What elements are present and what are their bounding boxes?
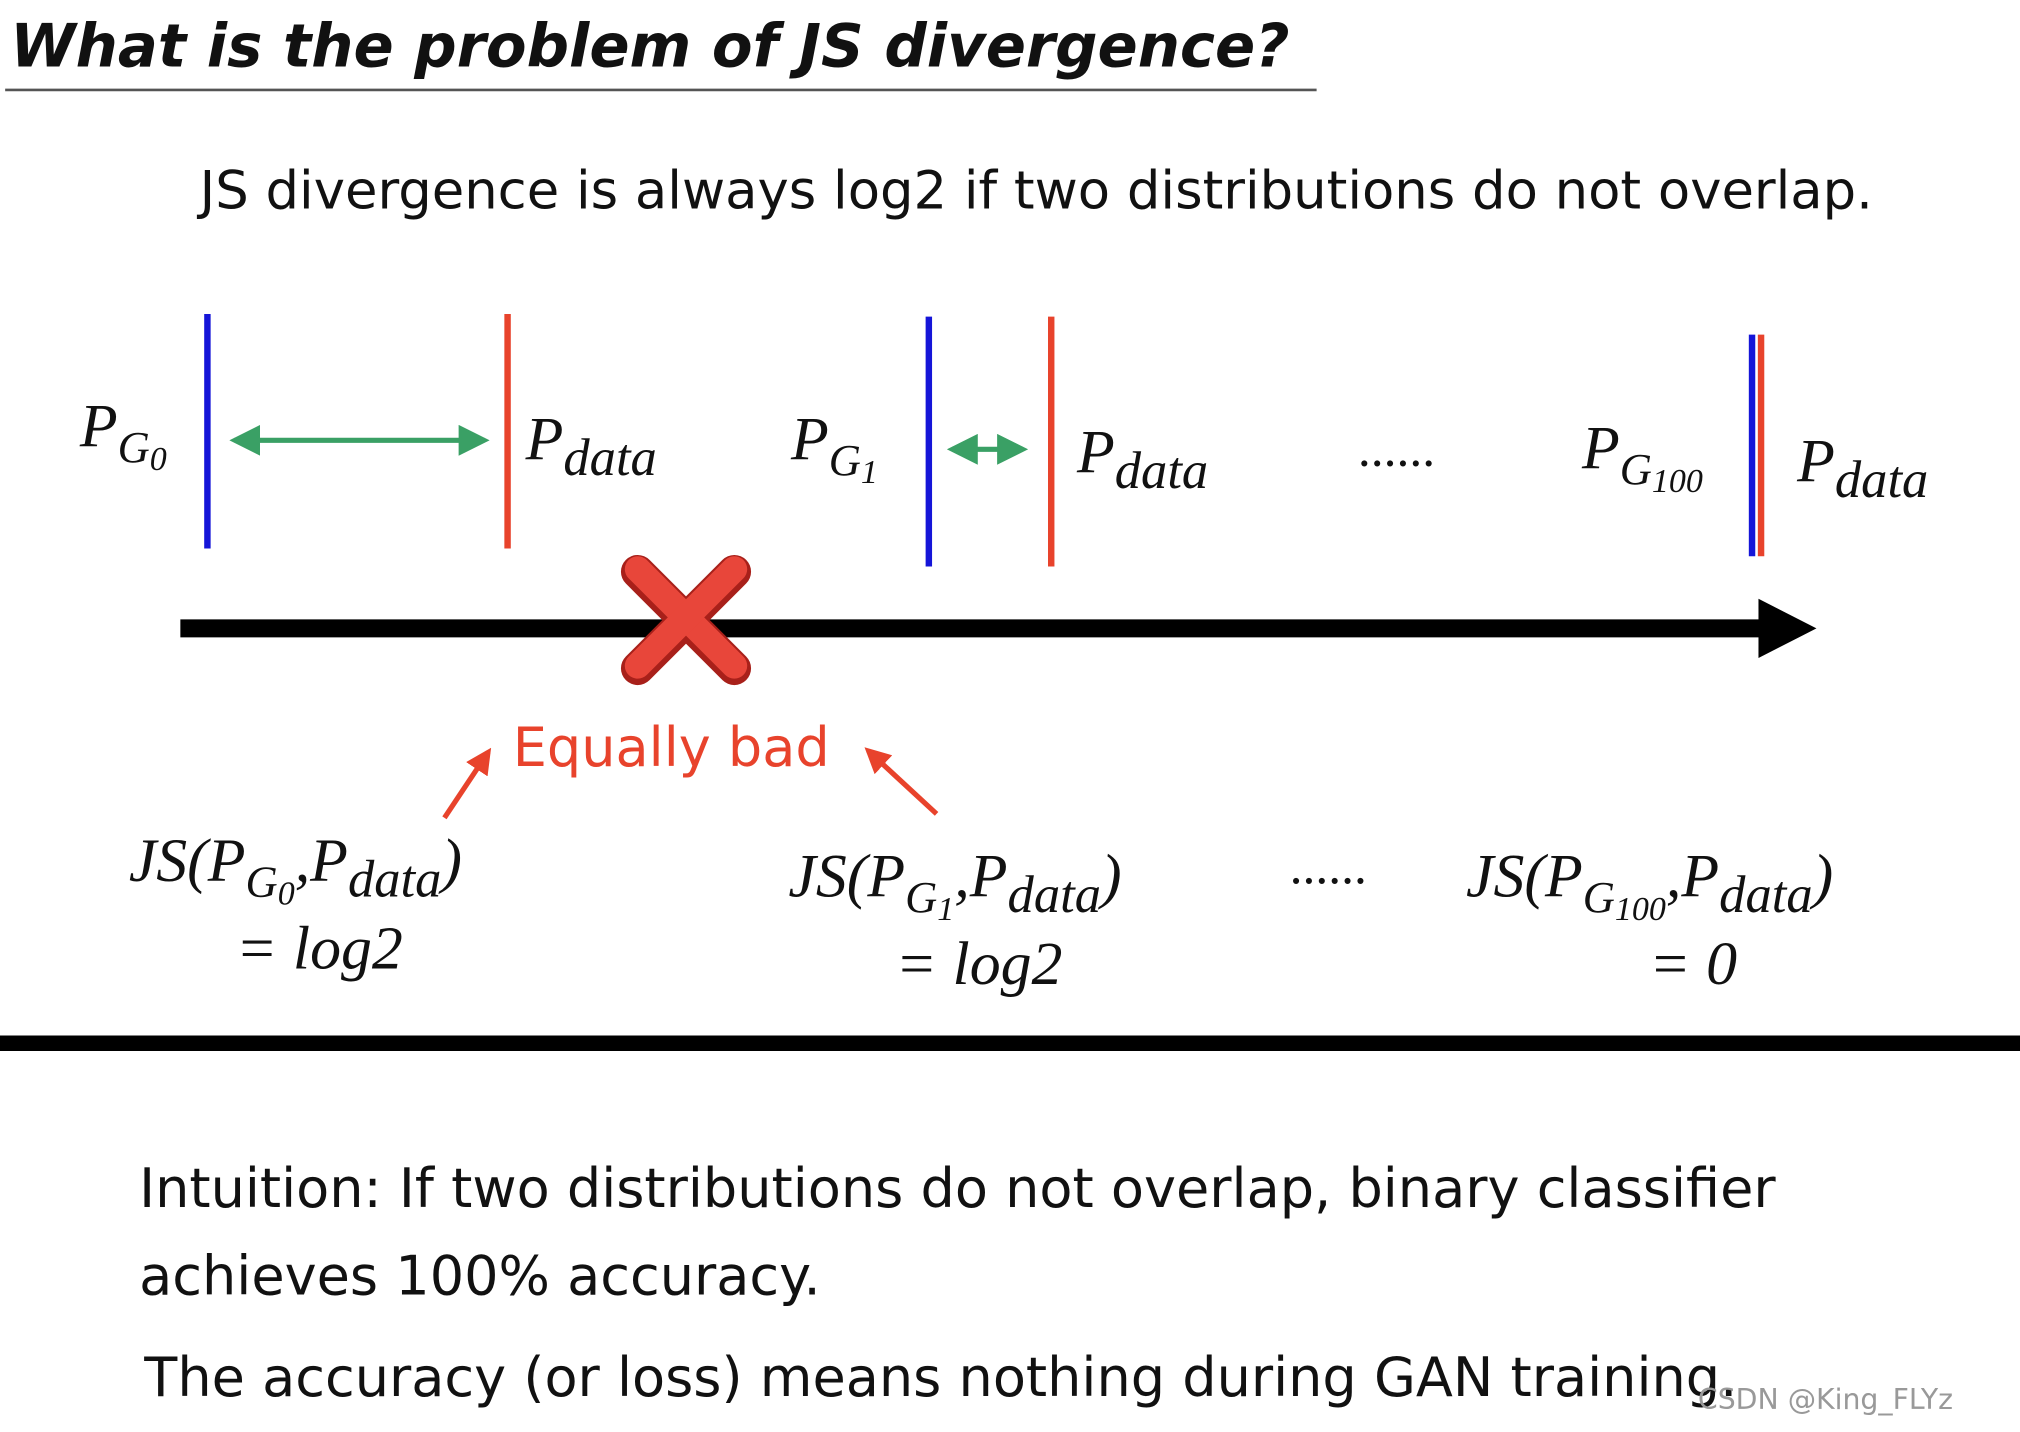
data-label: Pdata xyxy=(1076,419,1208,500)
data-label: Pdata xyxy=(525,406,657,487)
watermark: CSDN @King_FLYz xyxy=(1698,1383,1953,1416)
math-part: data xyxy=(563,429,656,487)
math-part: P xyxy=(1680,842,1719,910)
generator-label: PG0 xyxy=(79,393,167,478)
verdict: Equally bad xyxy=(513,716,830,779)
intuition-line: Intuition: If two distributions do not o… xyxy=(139,1157,1776,1220)
math-part: 0 xyxy=(150,441,167,478)
formula: JS(PG100,Pdata) xyxy=(1466,842,1833,927)
math-part: G xyxy=(118,422,150,472)
math-part: G xyxy=(829,435,861,485)
math-part: 1 xyxy=(861,454,878,491)
math-part: G xyxy=(905,872,937,922)
formula-result: = 0 xyxy=(1649,930,1737,998)
math-part: JS( xyxy=(1466,842,1548,910)
ellipsis: ...... xyxy=(1359,421,1436,478)
math-part: = log2 xyxy=(895,930,1062,998)
math-part: 100 xyxy=(1652,463,1703,500)
math-part: , xyxy=(295,827,310,895)
math-part: = log2 xyxy=(236,915,403,983)
math-part: JS( xyxy=(788,842,870,910)
math-part: G xyxy=(1620,444,1652,494)
math-part: data xyxy=(1719,866,1812,924)
subtitle: JS divergence is always log2 if two dist… xyxy=(197,160,1873,221)
math-part: data xyxy=(348,850,441,908)
math-part: P xyxy=(79,393,118,461)
math-part: ) xyxy=(438,827,462,895)
math-part: data xyxy=(1835,451,1928,509)
math-part: P xyxy=(969,842,1008,910)
generator-label: PG100 xyxy=(1581,415,1703,500)
pointer-arrow xyxy=(442,747,492,820)
formula-result: = log2 xyxy=(236,915,403,983)
math-part: JS( xyxy=(129,827,211,895)
math-part: P xyxy=(525,406,564,474)
math-part: data xyxy=(1008,866,1101,924)
math-part: P xyxy=(790,406,829,474)
math-part: 0 xyxy=(278,875,295,912)
generator-label: PG1 xyxy=(790,406,878,491)
math-part: P xyxy=(207,827,246,895)
title: What is the problem of JS divergence? xyxy=(10,12,1289,81)
ellipsis: ...... xyxy=(1291,838,1368,895)
math-part: P xyxy=(1544,842,1583,910)
math-part: P xyxy=(1796,428,1835,496)
math-part: P xyxy=(1076,419,1115,487)
cross-icon xyxy=(620,554,752,686)
math-part: ) xyxy=(1810,842,1834,910)
intuition-line: achieves 100% accuracy. xyxy=(139,1244,821,1307)
math-part: 1 xyxy=(937,891,954,928)
formula: JS(PG0,Pdata) xyxy=(129,827,462,912)
data-label: Pdata xyxy=(1796,428,1928,509)
math-part: G xyxy=(246,856,278,906)
math-part: , xyxy=(954,842,969,910)
formula-result: = log2 xyxy=(895,930,1062,998)
conclusion: The accuracy (or loss) means nothing dur… xyxy=(143,1346,1737,1409)
formula: JS(PG1,Pdata) xyxy=(788,842,1121,927)
math-part: G xyxy=(1583,872,1615,922)
math-part: 100 xyxy=(1615,891,1666,928)
pointer-arrow xyxy=(864,747,939,816)
math-part: , xyxy=(1666,842,1681,910)
math-part: P xyxy=(309,827,348,895)
math-part: P xyxy=(1581,415,1620,483)
axis-arrow-head xyxy=(1758,598,1817,659)
math-part: data xyxy=(1115,442,1208,500)
math-part: = 0 xyxy=(1649,930,1737,998)
math-part: ) xyxy=(1098,842,1122,910)
math-part: P xyxy=(866,842,905,910)
